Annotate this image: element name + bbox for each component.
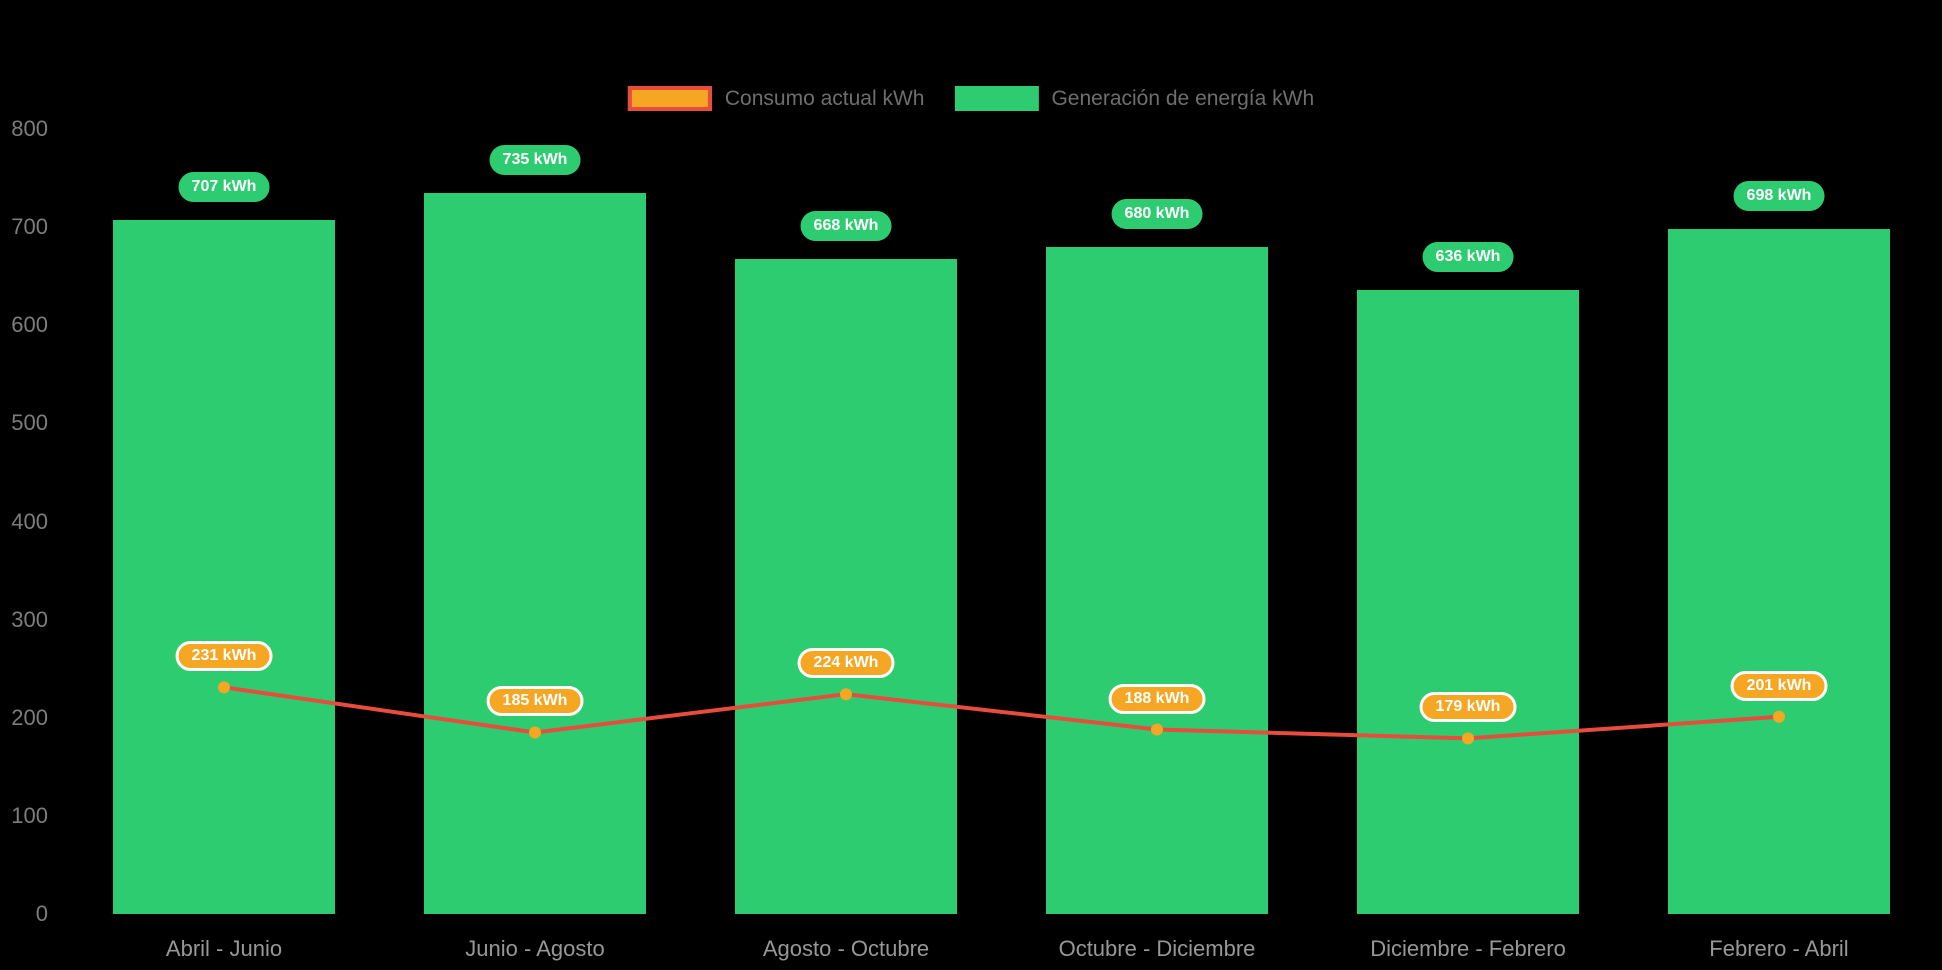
line-value-pill: 201 kWh	[1730, 670, 1828, 701]
bar-value-pill: 735 kWh	[489, 144, 581, 175]
line-value-pill: 179 kWh	[1419, 692, 1517, 723]
y-axis-tick-label: 400	[11, 508, 48, 534]
bar-value-pill: 668 kWh	[800, 210, 892, 241]
y-axis-tick-label: 0	[35, 901, 48, 926]
generacion-legend-swatch	[954, 86, 1039, 111]
x-axis-category-label: Junio - Agosto	[465, 936, 605, 961]
consumption-line	[223, 685, 1780, 741]
legend-item-consumo[interactable]: Consumo actual kWh	[627, 86, 925, 111]
x-axis-category-label: Abril - Junio	[165, 936, 283, 961]
x-axis-category-label: Febrero - Abril	[1709, 936, 1849, 961]
x-axis-category-label: Diciembre - Febrero	[1370, 936, 1566, 961]
generation-bar[interactable]	[1046, 246, 1268, 914]
y-axis-tick-label: 500	[11, 410, 48, 436]
line-value-pill: 231 kWh	[175, 641, 273, 672]
y-axis-tick-label: 700	[11, 214, 48, 240]
line-point[interactable]	[529, 726, 541, 739]
consumo-legend-label: Consumo actual kWh	[724, 86, 925, 110]
y-axis-tick-label: 200	[11, 704, 48, 730]
line-point[interactable]	[1151, 723, 1163, 736]
chart-legend: Consumo actual kWh Generación de energía…	[627, 86, 1314, 111]
y-axis-tick-label: 600	[11, 312, 48, 338]
generacion-legend-label: Generación de energía kWh	[1051, 86, 1315, 110]
line-point[interactable]	[218, 681, 230, 694]
bar-value-pill: 698 kWh	[1733, 181, 1825, 212]
consumo-legend-swatch	[627, 86, 712, 111]
y-axis-tick-label: 300	[11, 606, 48, 632]
y-axis-tick-label: 800	[11, 116, 48, 141]
line-point[interactable]	[1462, 732, 1474, 745]
bar-value-pill: 680 kWh	[1111, 198, 1203, 229]
generation-bar[interactable]	[1357, 289, 1579, 914]
generation-bar[interactable]	[735, 258, 957, 914]
x-axis-category-label: Agosto - Octubre	[762, 936, 930, 961]
generation-bar[interactable]	[424, 192, 646, 914]
bar-value-pill: 636 kWh	[1422, 241, 1514, 272]
line-point[interactable]	[1773, 710, 1785, 723]
line-value-pill: 188 kWh	[1108, 683, 1206, 714]
line-value-pill: 224 kWh	[797, 648, 895, 679]
bar-value-pill: 707 kWh	[178, 172, 270, 203]
line-point[interactable]	[840, 688, 852, 701]
y-axis-tick-label: 100	[11, 802, 48, 828]
legend-item-generacion[interactable]: Generación de energía kWh	[954, 86, 1314, 111]
x-axis-category-label: Octubre - Diciembre	[1058, 936, 1256, 961]
line-value-pill: 185 kWh	[486, 686, 584, 717]
generation-bar[interactable]	[1668, 229, 1890, 914]
generation-bar[interactable]	[113, 220, 335, 914]
